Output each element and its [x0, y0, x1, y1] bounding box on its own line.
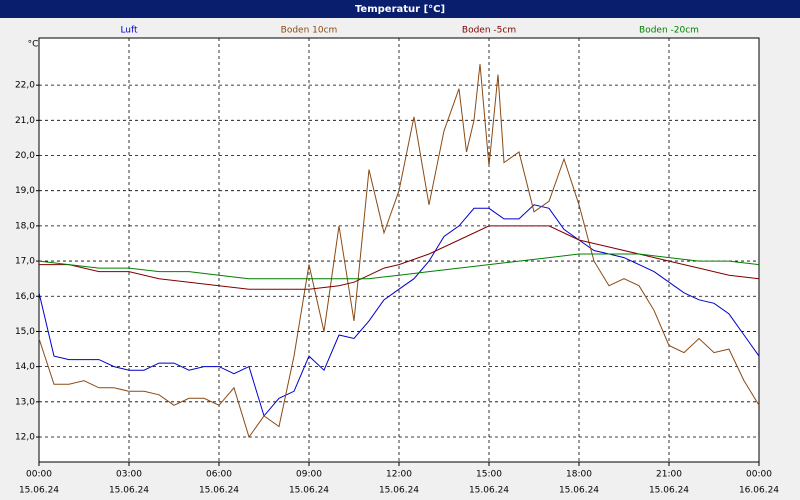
x-tick-label: 00:00 — [746, 470, 772, 480]
chart-title: Temperatur [°C] — [355, 4, 445, 15]
x-tick-label: 15.06.24 — [469, 486, 509, 496]
y-tick-label: 22,0 — [15, 81, 35, 91]
x-tick-label: 18:00 — [566, 470, 592, 480]
y-tick-label: 16,0 — [15, 292, 35, 302]
x-tick-label: 00:00 — [26, 470, 52, 480]
y-tick-label: 14,0 — [15, 362, 35, 372]
y-tick-label: 18,0 — [15, 221, 35, 231]
series-line — [38, 204, 760, 417]
legend-label: Boden -20cm — [639, 26, 699, 36]
x-tick-label: 15:00 — [476, 470, 502, 480]
x-tick-label: 09:00 — [296, 470, 322, 480]
x-tick-label: 16.06.24 — [739, 486, 779, 496]
legend-label: Boden 10cm — [281, 26, 338, 36]
x-tick-label: 15.06.24 — [199, 486, 239, 496]
series-line — [39, 225, 760, 290]
series-line — [38, 63, 760, 439]
x-tick-label: 03:00 — [116, 470, 142, 480]
y-unit: °C — [28, 40, 39, 50]
x-tick-label: 15.06.24 — [19, 486, 59, 496]
y-tick-label: 13,0 — [15, 397, 35, 407]
legend-label: Luft — [120, 26, 138, 36]
y-tick-label: 15,0 — [15, 327, 35, 337]
y-tick-label: 12,0 — [15, 433, 35, 443]
x-tick-label: 12:00 — [386, 470, 412, 480]
x-tick-label: 15.06.24 — [289, 486, 329, 496]
y-tick-label: 19,0 — [15, 186, 35, 196]
x-tick-label: 15.06.24 — [109, 486, 149, 496]
y-tick-label: 17,0 — [15, 257, 35, 267]
x-tick-label: 21:00 — [656, 470, 682, 480]
x-tick-label: 06:00 — [206, 470, 232, 480]
legend-label: Boden -5cm — [462, 26, 516, 36]
y-tick-label: 21,0 — [15, 116, 35, 126]
x-tick-label: 15.06.24 — [379, 486, 419, 496]
series-line — [38, 253, 760, 280]
title-bar — [0, 0, 800, 18]
y-tick-label: 20,0 — [15, 151, 35, 161]
x-tick-label: 15.06.24 — [559, 486, 599, 496]
x-tick-label: 15.06.24 — [649, 486, 689, 496]
